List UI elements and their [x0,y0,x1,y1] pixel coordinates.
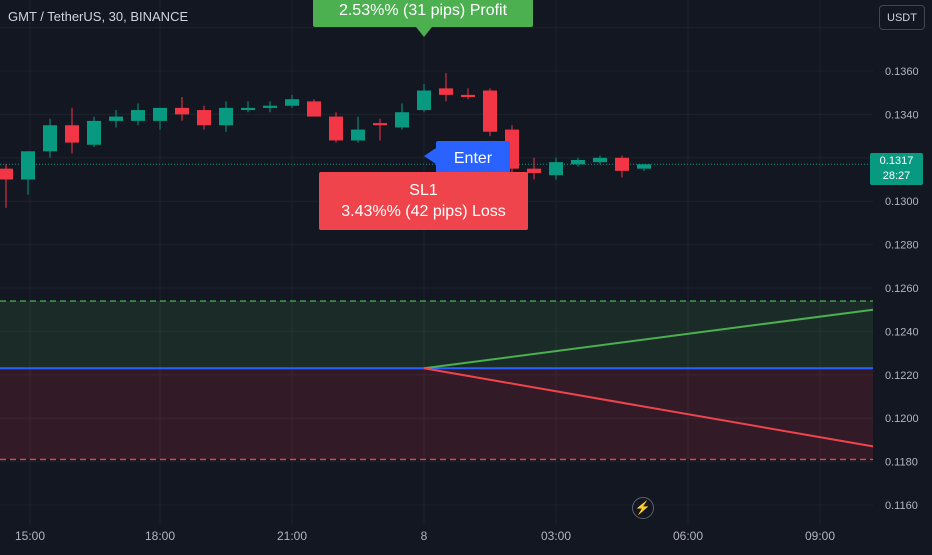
candle [21,151,35,180]
y-axis-tick: 0.1280 [885,240,919,252]
x-axis-tick: 18:00 [145,529,175,543]
loss-title: SL1 [409,182,438,199]
candle [0,168,13,180]
y-axis-tick: 0.1160 [885,500,918,512]
last-price-value: 0.1317 [879,155,914,167]
y-axis-tick: 0.1200 [885,413,919,425]
loss-label: SL1 3.43%% (42 pips) Loss [319,172,528,230]
candle [153,107,167,121]
y-axis-tick: 0.1240 [885,326,919,338]
candle [43,125,57,152]
y-axis-tick: 0.1360 [885,66,919,78]
enter-label-pointer [424,148,436,164]
loss-text: 3.43%% (42 pips) Loss [341,203,506,220]
candle [461,94,475,98]
candle [417,90,431,111]
candle [65,125,79,143]
x-axis-tick: 15:00 [15,529,45,543]
candle [109,116,123,121]
candle [549,162,563,176]
currency-button[interactable]: USDT [879,5,925,30]
loss-projection-line [423,367,874,448]
lightning-bolt-icon[interactable]: ⚡ [632,497,654,519]
x-axis-tick: 03:00 [541,529,571,543]
candle [527,168,541,173]
candle [593,157,607,163]
candle [87,120,101,145]
symbol-title: GMT / TetherUS, 30, BINANCE [8,9,189,24]
candle [373,123,387,126]
profit-projection-line [423,308,874,370]
y-axis-tick: 0.1300 [885,196,919,208]
candle [197,110,211,126]
profit-label: 2.53%% (31 pips) Profit [313,0,533,27]
profit-label-pointer [416,27,432,37]
candle [285,99,299,106]
bar-countdown: 28:27 [882,170,911,182]
candle [263,105,277,108]
candle [615,157,629,171]
x-axis-tick: 8 [421,529,428,543]
candle [395,112,409,128]
candle [637,164,651,169]
y-axis-tick: 0.1220 [885,370,919,382]
candle [307,101,321,117]
x-axis-tick: 09:00 [805,529,835,543]
candle [571,159,585,165]
x-axis-tick: 06:00 [673,529,703,543]
candle [329,116,343,141]
candle [219,107,233,126]
last-price-tag: 0.1317 28:27 [870,153,923,185]
x-axis-tick: 21:00 [277,529,307,543]
candle [241,107,255,111]
enter-label: Enter [436,141,510,176]
candle [351,129,365,141]
candle [175,107,189,115]
candle [131,110,145,121]
profit-zone [0,301,873,369]
y-axis-tick: 0.1260 [885,283,919,295]
loss-zone [0,368,873,460]
y-axis-tick: 0.1340 [885,109,919,121]
y-axis-tick: 0.1180 [885,457,918,469]
candle [483,90,497,132]
candle [439,88,453,95]
